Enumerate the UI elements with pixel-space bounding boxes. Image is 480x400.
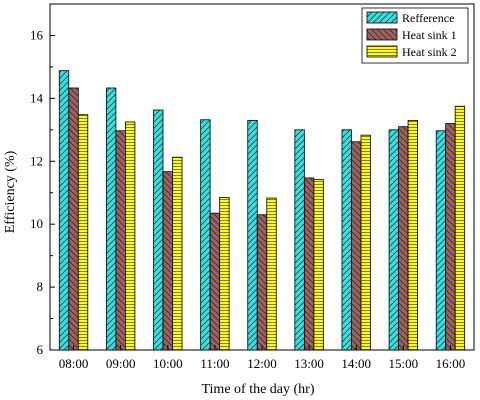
bar-refference-1600 (435, 130, 447, 351)
bar-refference-1500 (388, 129, 399, 351)
bar-heat-sink-1-1400 (351, 141, 362, 351)
legend-label: Refference (402, 11, 454, 25)
y-axis: 6 8 10 12 14 16 (30, 27, 55, 357)
x-axis: 08:00 09:00 10:00 11:00 12:00 13:00 14:00 15:00… (59, 345, 466, 371)
bar-refference-0800 (58, 70, 70, 351)
legend-swatch (366, 28, 398, 41)
bar-heat-sink-2-1000 (172, 156, 183, 351)
bar-heat-sink-2-0800 (77, 114, 89, 351)
bars-group (58, 70, 466, 351)
legend-swatch (366, 11, 398, 24)
legend: Refference Heat sink 1 Heat sink 2 (361, 7, 469, 64)
y-tick-label: 8 (37, 279, 44, 294)
x-tick-label: 09:00 (106, 356, 136, 371)
y-tick-label: 16 (30, 27, 44, 42)
x-tick-label: 13:00 (294, 356, 324, 371)
y-tick-label: 14 (30, 90, 44, 105)
legend-label: Heat sink 2 (402, 45, 457, 59)
bar-refference-1100 (200, 119, 211, 351)
bar-heat-sink-2-1200 (266, 197, 277, 351)
bar-heat-sink-1-1500 (398, 126, 409, 351)
bar-heat-sink-2-1400 (360, 134, 371, 351)
x-tick-label: 16:00 (436, 356, 466, 371)
bar-heat-sink-2-1500 (407, 119, 418, 351)
bar-refference-1300 (294, 129, 305, 351)
y-tick-label: 12 (30, 153, 43, 168)
bar-refference-1200 (247, 119, 258, 351)
legend-swatch (366, 45, 398, 58)
bar-refference-0900 (106, 87, 117, 351)
y-tick-label: 6 (37, 342, 44, 357)
bar-heat-sink-1-1000 (162, 171, 173, 351)
legend-label: Heat sink 1 (402, 28, 457, 42)
x-tick-label: 10:00 (153, 356, 183, 371)
y-axis-title: Efficiency (%) (3, 150, 18, 233)
x-tick-label: 11:00 (200, 356, 229, 371)
x-axis-title: Time of the day (hr) (201, 382, 314, 397)
bar-heat-sink-1-1200 (256, 214, 268, 351)
y-tick-label: 10 (30, 216, 43, 231)
x-tick-label: 08:00 (59, 356, 89, 371)
bar-heat-sink-1-1600 (445, 123, 456, 351)
bar-refference-1400 (341, 129, 352, 351)
bar-heat-sink-2-1600 (454, 105, 466, 351)
bar-heat-sink-1-0900 (115, 130, 126, 351)
bar-heat-sink-1-1100 (209, 212, 221, 351)
bar-heat-sink-1-1300 (303, 177, 315, 351)
bar-heat-sink-2-0900 (125, 121, 136, 351)
bar-heat-sink-2-1300 (313, 179, 324, 351)
bar-heat-sink-1-0800 (68, 87, 79, 351)
bar-heat-sink-2-1100 (219, 197, 230, 351)
x-tick-label: 14:00 (341, 356, 371, 371)
bar-refference-1000 (153, 109, 164, 351)
x-tick-label: 15:00 (389, 356, 419, 371)
x-tick-label: 12:00 (247, 356, 277, 371)
